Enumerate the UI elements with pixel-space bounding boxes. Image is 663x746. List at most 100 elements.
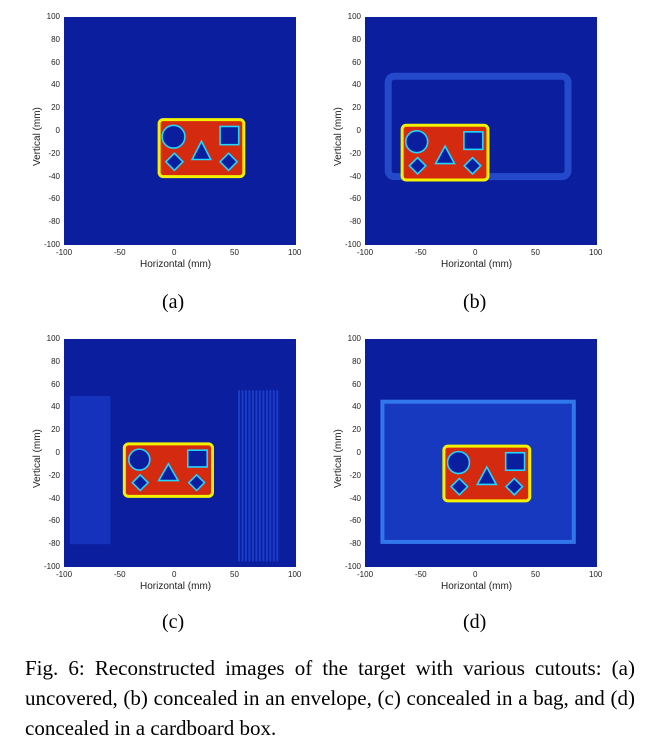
y-tick-label: 80 <box>352 356 361 366</box>
circle-cutout <box>446 450 471 475</box>
heatmap-panel-d <box>365 339 597 567</box>
x-tick-label: -50 <box>114 570 126 579</box>
square-cutout <box>219 125 240 146</box>
y-axis-label: Vertical (mm) <box>333 429 344 488</box>
x-tick-label: 50 <box>531 248 540 257</box>
subfigure-label: (a) <box>162 291 185 313</box>
bag-artifact <box>251 390 254 562</box>
x-tick-label: 100 <box>589 248 603 257</box>
y-tick-label: 20 <box>51 425 60 435</box>
bag-artifact <box>69 396 111 545</box>
x-axis-label: Horizontal (mm) <box>441 581 513 592</box>
x-tick-label: -100 <box>357 570 374 579</box>
diamond-cutout <box>463 156 482 176</box>
subfigure-label: (c) <box>162 611 185 633</box>
y-tick-label: 0 <box>356 448 361 457</box>
y-tick-label: 100 <box>347 334 361 343</box>
y-tick-label: 60 <box>51 57 60 67</box>
bag-artifact <box>238 390 240 562</box>
x-tick-label: 50 <box>230 248 239 257</box>
triangle-cutout <box>190 139 213 161</box>
y-axis-label: Vertical (mm) <box>333 107 344 166</box>
heatmap-image <box>365 17 597 245</box>
bag-artifact <box>265 390 268 562</box>
diamond-cutout <box>449 477 469 496</box>
y-tick-label: 100 <box>46 12 60 21</box>
y-tick-label: 40 <box>51 402 60 412</box>
y-axis-label: Vertical (mm) <box>32 429 43 488</box>
y-tick-label: 60 <box>352 379 361 389</box>
diamond-cutout <box>218 152 239 172</box>
x-tick-label: -50 <box>415 570 427 579</box>
y-tick-label: -60 <box>349 516 361 526</box>
y-tick-label: 80 <box>51 356 60 366</box>
y-tick-label: -20 <box>48 470 60 480</box>
square-cutout <box>186 449 208 468</box>
diamond-cutout <box>131 473 150 492</box>
subfigure-label: (d) <box>463 611 487 633</box>
bag-artifact <box>258 390 261 562</box>
bag-artifact <box>241 390 244 562</box>
x-tick-label: 100 <box>288 248 302 257</box>
y-tick-label: -20 <box>349 470 361 480</box>
diamond-cutout <box>164 152 185 172</box>
y-tick-label: -40 <box>48 171 60 181</box>
x-tick-label: 100 <box>589 570 603 579</box>
y-tick-label: 0 <box>55 448 60 457</box>
x-tick-label: -100 <box>56 248 73 257</box>
triangle-cutout <box>434 144 456 165</box>
heatmap-panel-b <box>365 17 597 245</box>
figure-caption: Fig. 6: Reconstructed images of the targ… <box>25 656 635 740</box>
bag-artifact <box>262 390 265 562</box>
x-tick-label: 0 <box>172 570 177 579</box>
diamond-cutout <box>187 473 206 492</box>
y-tick-label: 20 <box>352 103 361 113</box>
y-tick-label: -80 <box>48 539 60 549</box>
x-tick-label: 0 <box>172 248 177 257</box>
y-tick-label: -100 <box>43 240 60 249</box>
circle-cutout <box>128 448 151 471</box>
x-tick-label: 100 <box>288 570 302 579</box>
x-axis-label: Horizontal (mm) <box>441 259 513 270</box>
bag-artifact <box>248 390 251 562</box>
x-axis-label: Horizontal (mm) <box>140 259 212 270</box>
y-tick-label: 20 <box>51 103 60 113</box>
y-tick-label: 40 <box>352 80 361 90</box>
x-tick-label: 0 <box>473 248 478 257</box>
y-tick-label: -60 <box>48 516 60 526</box>
triangle-cutout <box>157 462 180 482</box>
diamond-cutout <box>408 156 427 176</box>
triangle-cutout <box>476 465 498 486</box>
y-tick-label: -40 <box>349 171 361 181</box>
y-tick-label: -40 <box>48 493 60 503</box>
heatmap-image <box>64 17 296 245</box>
x-tick-label: 0 <box>473 570 478 579</box>
y-tick-label: 60 <box>51 379 60 389</box>
y-axis-label: Vertical (mm) <box>32 107 43 166</box>
y-tick-label: -100 <box>344 562 361 571</box>
y-tick-label: -80 <box>349 539 361 549</box>
x-tick-label: -100 <box>357 248 374 257</box>
y-tick-label: 40 <box>51 80 60 90</box>
x-tick-label: -50 <box>415 248 427 257</box>
y-tick-label: -100 <box>344 240 361 249</box>
y-tick-label: -20 <box>349 148 361 158</box>
y-tick-label: 40 <box>352 402 361 412</box>
heatmap-panel-a <box>64 17 296 245</box>
x-tick-label: 50 <box>531 570 540 579</box>
y-tick-label: 0 <box>55 126 60 135</box>
subfigure-label: (b) <box>463 291 487 313</box>
x-axis-label: Horizontal (mm) <box>140 581 212 592</box>
bag-artifact <box>255 390 258 562</box>
y-tick-label: 80 <box>352 34 361 44</box>
heatmap-image <box>64 339 296 567</box>
square-cutout <box>504 451 526 472</box>
bag-artifact <box>244 390 247 562</box>
bag-artifact <box>276 390 279 562</box>
square-cutout <box>463 131 484 151</box>
y-tick-label: -20 <box>48 148 60 158</box>
y-tick-label: -80 <box>349 217 361 227</box>
circle-cutout <box>404 129 429 154</box>
circle-cutout <box>161 124 186 149</box>
x-tick-label: 50 <box>230 570 239 579</box>
